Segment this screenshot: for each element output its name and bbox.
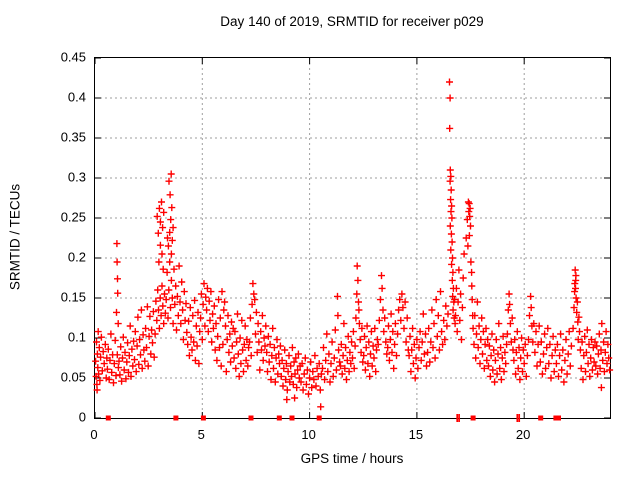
zero-value-squares bbox=[538, 415, 544, 421]
y-tick-label: 0.45 bbox=[60, 49, 86, 65]
x-axis-label: GPS time / hours bbox=[300, 451, 404, 466]
x-tick-label: 20 bbox=[515, 427, 531, 442]
x-tick-label: 10 bbox=[301, 427, 316, 442]
y-tick-label: 0.15 bbox=[60, 289, 86, 305]
zero-value-squares bbox=[276, 415, 282, 421]
y-axis-label: SRMTID / TECUs bbox=[7, 183, 23, 291]
zero-value-squares bbox=[200, 415, 206, 421]
zero-value-squares bbox=[553, 415, 559, 421]
x-tick-label: 0 bbox=[90, 427, 98, 442]
zero-value-squares bbox=[470, 415, 476, 421]
zero-value-squares bbox=[556, 415, 561, 421]
grid-lines bbox=[95, 58, 610, 418]
y-tick-label: 0.3 bbox=[67, 169, 86, 185]
axis-ticks bbox=[94, 57, 610, 419]
y-tick-label: 0 bbox=[78, 409, 86, 425]
y-tick-label: 0.25 bbox=[60, 209, 86, 225]
plot-canvas bbox=[92, 57, 614, 422]
plot-area bbox=[92, 57, 614, 422]
zero-value-squares bbox=[105, 415, 111, 421]
srmtid-values bbox=[92, 78, 614, 411]
y-tick-label: 0.1 bbox=[67, 329, 86, 345]
zero-value-bars bbox=[456, 414, 521, 422]
zero-value-squares bbox=[248, 415, 254, 421]
zero-value-squares bbox=[173, 415, 179, 421]
y-tick-label: 0.05 bbox=[60, 369, 86, 385]
y-tick-label: 0.4 bbox=[67, 89, 86, 105]
y-tick-label: 0.2 bbox=[67, 249, 86, 265]
x-tick-label: 5 bbox=[197, 427, 205, 442]
y-tick-label: 0.35 bbox=[60, 129, 86, 145]
zero-value-squares bbox=[289, 415, 295, 421]
zero-value-squares bbox=[316, 415, 322, 421]
x-tick-label: 15 bbox=[408, 427, 424, 442]
chart-title: Day 140 of 2019, SRMTID for receiver p02… bbox=[220, 14, 484, 29]
